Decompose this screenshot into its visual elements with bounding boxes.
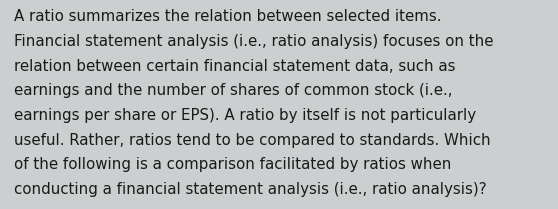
Text: earnings per share or EPS). A ratio by itself is not particularly: earnings per share or EPS). A ratio by i… [14, 108, 476, 123]
Text: useful. Rather, ratios tend to be compared to standards. Which: useful. Rather, ratios tend to be compar… [14, 133, 490, 148]
Text: of the following is a comparison facilitated by ratios when: of the following is a comparison facilit… [14, 157, 451, 172]
Text: conducting a financial statement analysis (i.e., ratio analysis)?: conducting a financial statement analysi… [14, 182, 487, 197]
Text: Financial statement analysis (i.e., ratio analysis) focuses on the: Financial statement analysis (i.e., rati… [14, 34, 493, 49]
Text: earnings and the number of shares of common stock (i.e.,: earnings and the number of shares of com… [14, 83, 453, 98]
Text: A ratio summarizes the relation between selected items.: A ratio summarizes the relation between … [14, 9, 441, 24]
Text: relation between certain financial statement data, such as: relation between certain financial state… [14, 59, 455, 74]
